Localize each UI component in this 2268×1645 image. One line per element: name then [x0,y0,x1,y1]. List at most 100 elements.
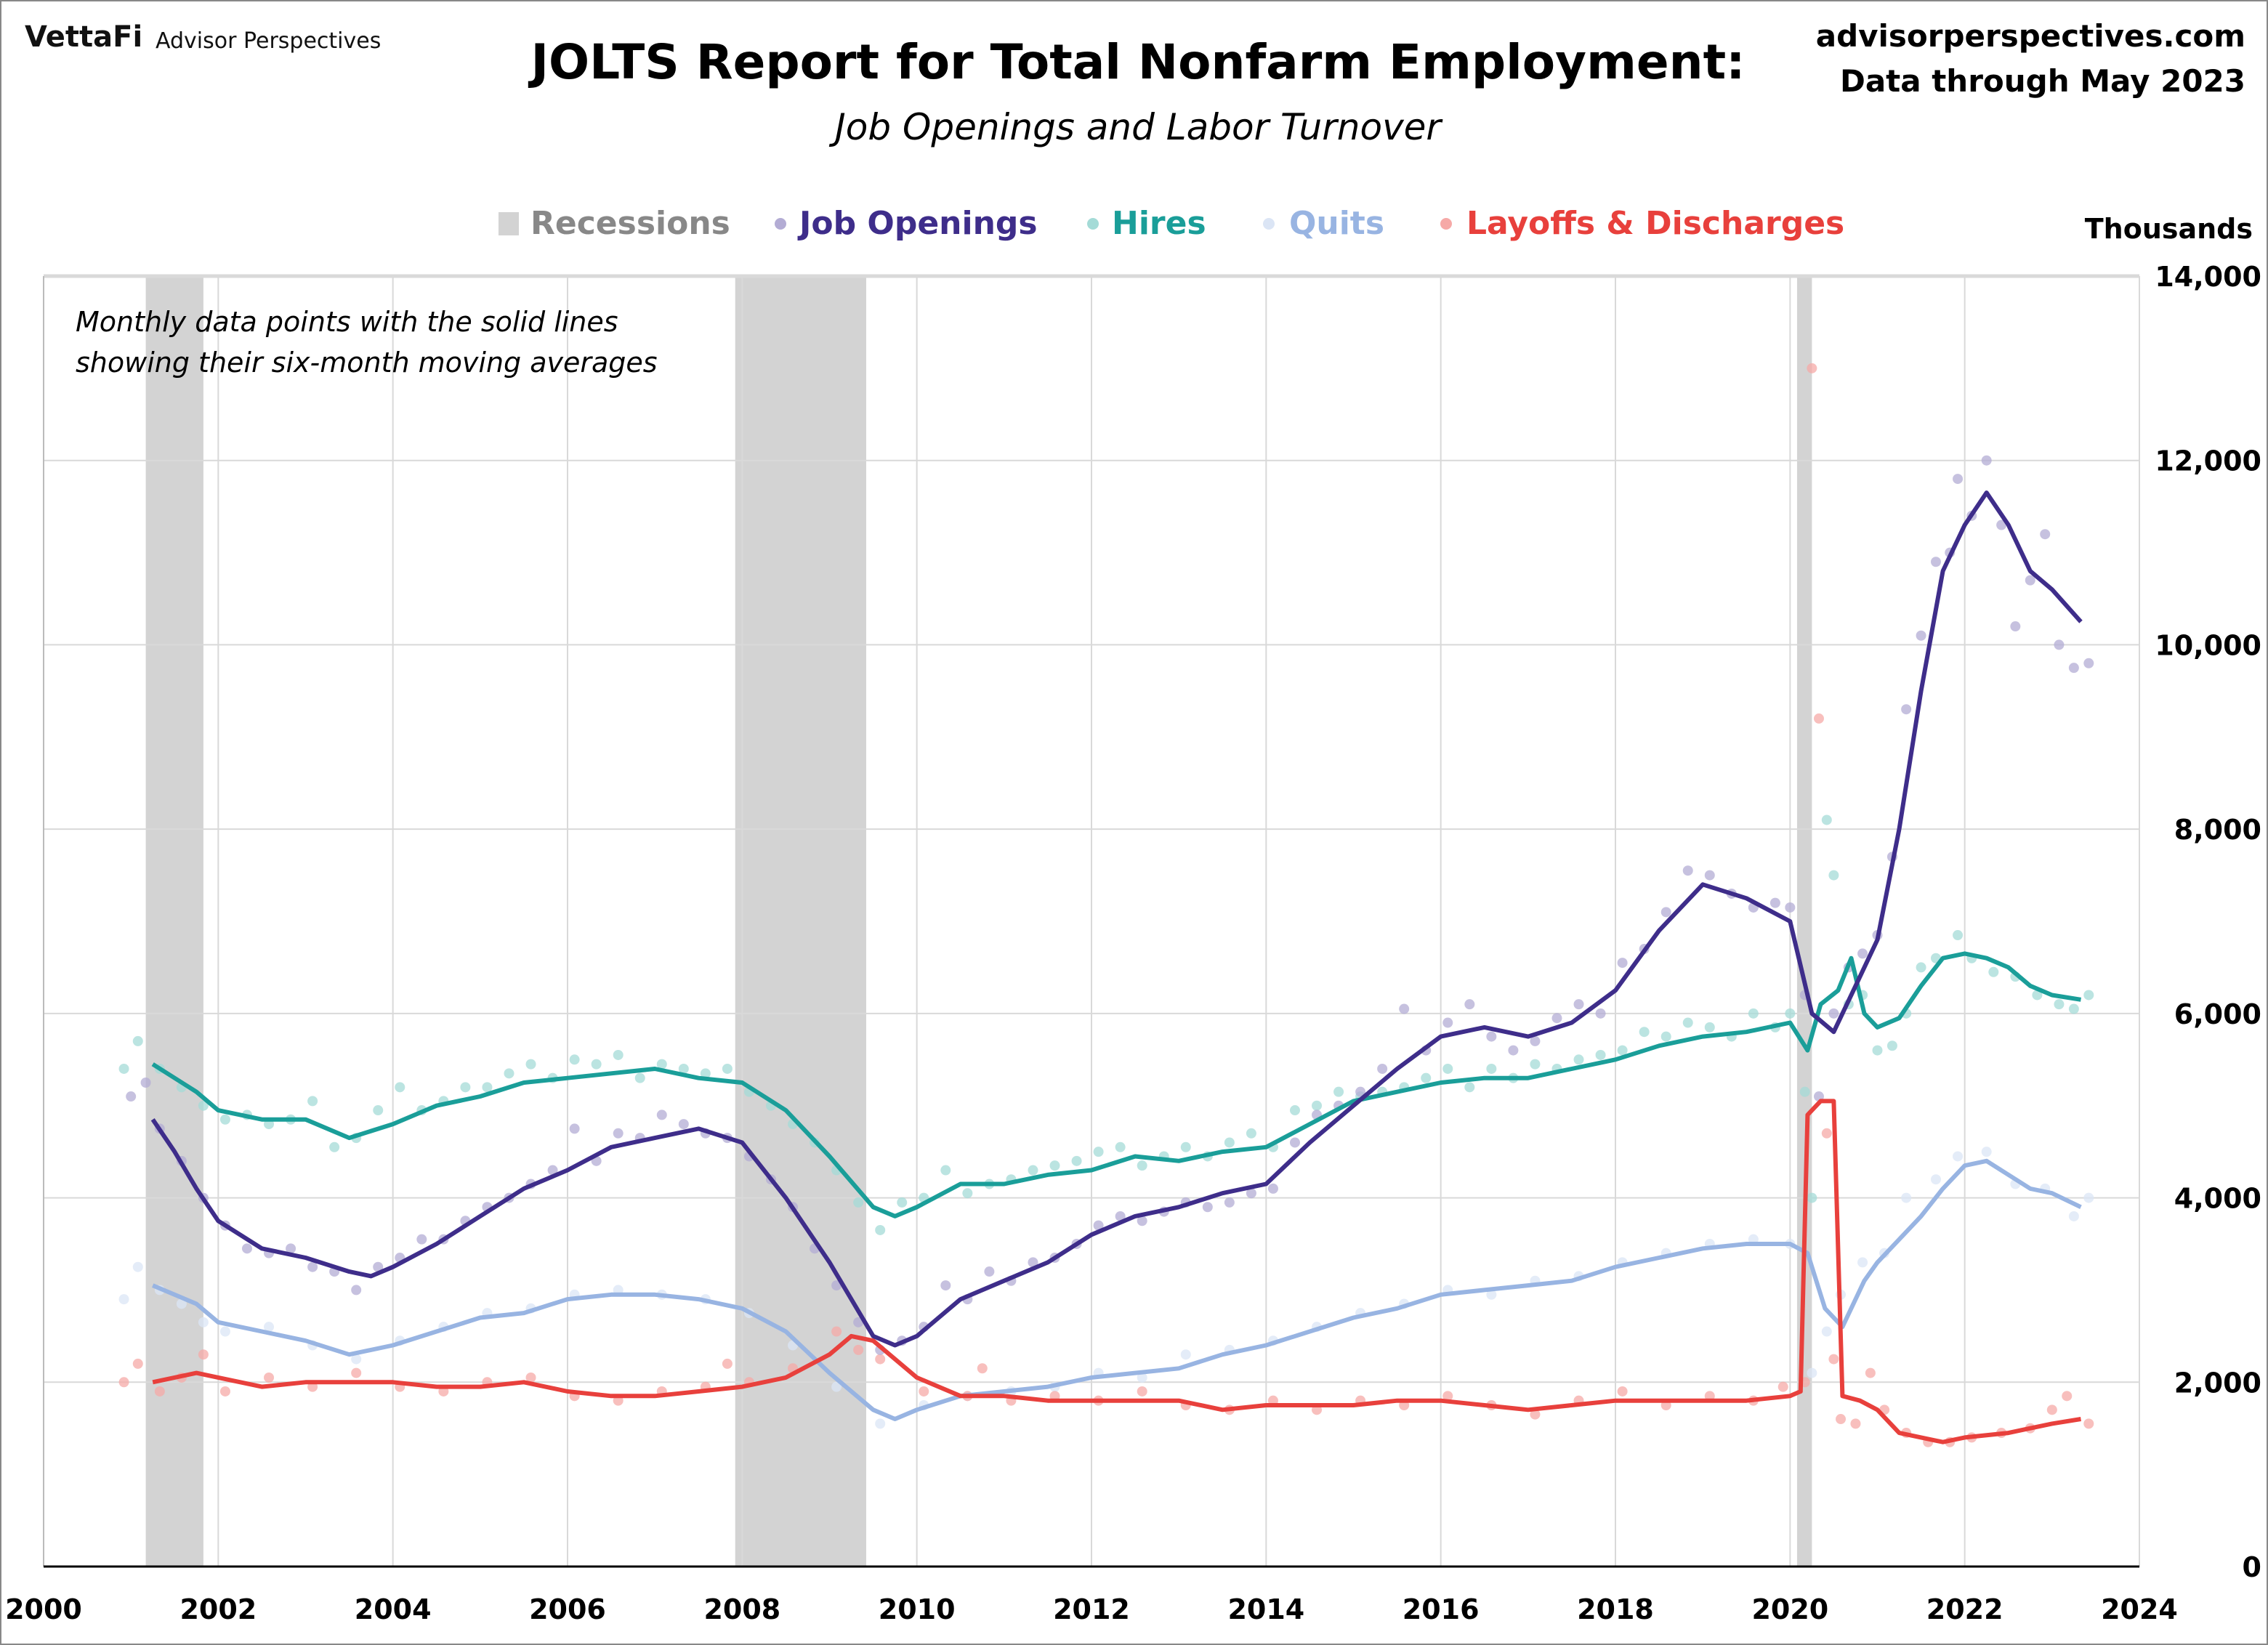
y-tick-label: 2,000 [2174,1367,2261,1399]
x-tick-label: 2006 [529,1593,606,1625]
job-openings-data-point [1953,474,1964,485]
x-tick-label: 2002 [179,1593,257,1625]
job-openings-data-point [940,1280,951,1291]
hires-data-point [1530,1059,1541,1070]
site-url: advisorperspectives.com [1816,18,2245,54]
hires-data-point [1464,1082,1475,1093]
hires-data-point [482,1082,493,1093]
job-openings-data-point [2083,658,2094,668]
hires-data-point [1289,1105,1300,1116]
job-openings-data-point [1996,520,2007,530]
x-tick-label: 2018 [1577,1593,1654,1625]
quits-data-point [1981,1147,1992,1157]
chart-title: JOLTS Report for Total Nonfarm Employmen… [528,34,1745,90]
quits-data-point [1137,1372,1147,1383]
quits-data-point [351,1354,362,1365]
legend-marker-layoffs [1440,218,1452,230]
job-openings-data-point [1617,958,1628,969]
job-openings-data-point [1785,902,1796,913]
job-openings-data-point [569,1123,580,1134]
job-openings-data-point [1224,1197,1235,1208]
layoffs-data-point [1530,1409,1541,1420]
layoffs-data-point [198,1349,209,1360]
x-tick-label: 2012 [1053,1593,1130,1625]
hires-data-point [1821,815,1832,825]
layoffs-data-point [1836,1414,1847,1425]
y-tick-label: 0 [2243,1551,2261,1583]
job-openings-data-point [2040,529,2051,540]
job-openings-data-point [1508,1045,1519,1056]
hires-data-point [2054,999,2065,1010]
hires-data-point [722,1063,733,1074]
hires-data-point [460,1082,471,1093]
hires-data-point [678,1063,689,1074]
quits-data-point [831,1381,842,1392]
job-openings-data-point [1530,1035,1541,1046]
job-openings-data-point [678,1119,689,1130]
quits-data-point [1953,1151,1964,1162]
layoffs-data-point [722,1358,733,1369]
y-tick-label: 10,000 [2155,629,2261,661]
legend-swatch-recessions [499,212,519,235]
hires-data-point [1028,1165,1038,1176]
hires-data-point [1312,1100,1323,1111]
layoffs-data-point [977,1363,988,1374]
hires-points [118,815,2094,1235]
hires-data-point [2083,990,2094,1001]
hires-data-point [118,1063,129,1074]
hires-data-point [1916,962,1926,973]
layoffs-data-point [1137,1386,1147,1397]
job-openings-data-point [1137,1216,1147,1226]
x-tick-label: 2004 [355,1593,432,1625]
quits-data-point [198,1317,209,1327]
hires-data-point [1872,1045,1883,1056]
job-openings-data-point [1464,999,1475,1010]
hires-data-point [2068,1003,2079,1014]
job-openings-data-point [286,1243,296,1254]
job-openings-data-point [1916,630,1926,641]
data-through: Data through May 2023 [1840,63,2245,99]
hires-data-point [1246,1128,1256,1139]
layoffs-moving-average-line [152,1099,2081,1444]
job-openings-data-point [140,1078,151,1088]
hires-data-point [198,1100,209,1111]
legend-hires: Hires [1112,205,1206,242]
job-openings-data-point [1595,1008,1606,1019]
hires-data-point [591,1059,602,1070]
job-openings-data-point [1931,557,1942,567]
quits-data-point [1931,1174,1942,1185]
job-openings-data-point [1289,1137,1300,1148]
hires-data-point [1639,1027,1650,1038]
job-openings-data-point [1202,1202,1213,1213]
hires-data-point [700,1068,711,1079]
hires-data-point [656,1059,667,1070]
layoffs-data-point [1442,1391,1453,1402]
quits-data-point [264,1322,275,1333]
hires-data-point [1115,1141,1126,1152]
job-openings-moving-average-line [150,490,2083,1348]
job-openings-data-point [1115,1210,1126,1221]
hires-data-point [1224,1137,1235,1148]
hires-data-point [395,1082,405,1093]
hires-data-point [1828,870,1839,881]
job-openings-data-point [656,1110,667,1120]
layoffs-data-point [264,1372,275,1383]
legend: Recessions Job Openings Hires Quits Layo… [499,205,1844,242]
layoffs-data-point [831,1326,842,1337]
legend-layoffs: Layoffs & Discharges [1466,205,1844,242]
job-openings-data-point [613,1128,624,1139]
legend-marker-hires [1087,218,1099,230]
hires-data-point [1180,1141,1191,1152]
hires-data-point [1953,930,1964,941]
hires-data-point [373,1105,384,1116]
quits-data-point [176,1298,187,1309]
x-tick-label: 2014 [1227,1593,1304,1625]
job-openings-data-point [2068,663,2079,674]
quits-data-point [219,1326,230,1337]
job-openings-data-point [1028,1257,1038,1268]
quits-data-point [132,1261,143,1272]
x-tick-label: 2022 [1926,1593,2003,1625]
hires-data-point [504,1068,514,1079]
hires-moving-average-line [151,951,2081,1218]
